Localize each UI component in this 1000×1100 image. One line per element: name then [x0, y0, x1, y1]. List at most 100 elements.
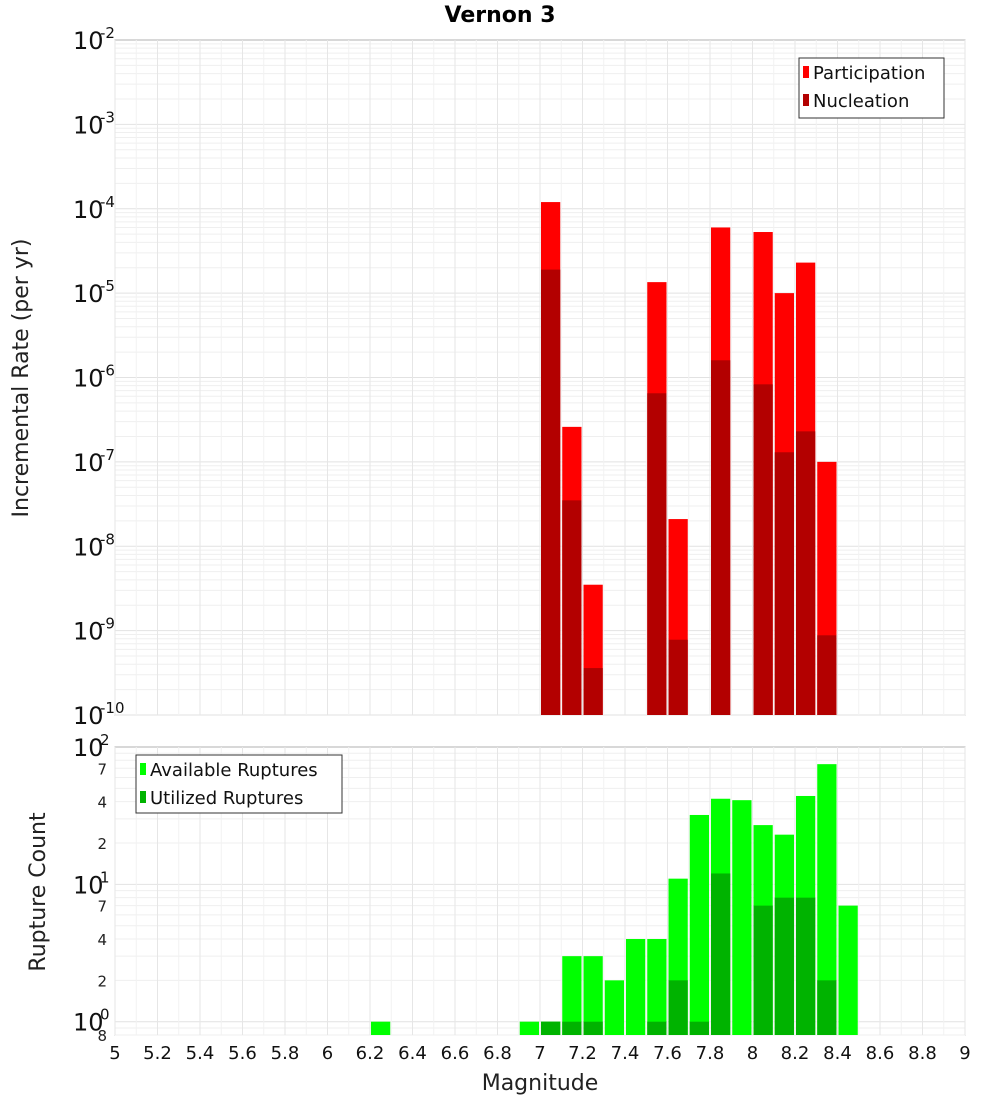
x-tick-label: 7.6: [653, 1043, 682, 1064]
legend-label-available: Available Ruptures: [150, 760, 318, 781]
utilized-ruptures-bar: [562, 1021, 582, 1035]
top-y-tick-base: 10: [73, 702, 104, 730]
x-tick-label: 9: [959, 1043, 970, 1064]
chart-title: Vernon 3: [445, 3, 556, 28]
bottom-y-minor-tick: 4: [97, 931, 107, 949]
available-ruptures-bar: [732, 800, 752, 1035]
utilized-ruptures-bar: [774, 897, 794, 1035]
bottom-y-minor-tick: 7: [97, 760, 107, 778]
nucleation-bar: [647, 393, 667, 715]
x-axis-label: Magnitude: [482, 1071, 599, 1096]
available-ruptures-bar: [583, 956, 603, 1035]
nucleation-bar: [817, 635, 837, 715]
x-tick-label: 6.6: [441, 1043, 470, 1064]
top-plot-panel: 10-210-310-410-510-610-710-810-910-10 In…: [9, 24, 966, 730]
top-y-tick-base: 10: [73, 365, 104, 393]
bottom-y-minor-tick: 2: [97, 972, 107, 990]
available-ruptures-bar: [626, 939, 646, 1035]
x-tick-label: 6.2: [356, 1043, 385, 1064]
nucleation-bar: [562, 500, 582, 715]
nucleation-bar: [796, 431, 816, 715]
x-tick-label: 8.8: [908, 1043, 937, 1064]
top-y-tick-exponent: -7: [100, 446, 115, 464]
x-tick-label: 5.6: [228, 1043, 257, 1064]
x-tick-label: 6.8: [483, 1043, 512, 1064]
utilized-ruptures-bar: [541, 1021, 561, 1035]
top-y-tick-exponent: -2: [100, 24, 115, 42]
utilized-ruptures-bar: [817, 980, 837, 1035]
available-ruptures-bar: [519, 1021, 539, 1035]
top-y-tick-labels: 10-210-310-410-510-610-710-810-910-10: [73, 24, 125, 730]
bottom-y-minor-tick: 8: [97, 1027, 107, 1045]
top-gridlines: [114, 40, 966, 716]
utilized-ruptures-bar: [753, 905, 773, 1035]
x-tick-label: 8.4: [823, 1043, 852, 1064]
nucleation-bar: [753, 384, 773, 715]
bottom-y-minor-tick: 7: [97, 898, 107, 916]
available-ruptures-bar: [838, 905, 858, 1035]
utilized-ruptures-bar: [668, 980, 688, 1035]
x-tick-label: 7.8: [696, 1043, 725, 1064]
legend-swatch-available: [140, 763, 146, 775]
utilized-ruptures-bar: [796, 897, 816, 1035]
top-y-tick-base: 10: [73, 280, 104, 308]
nucleation-bar: [774, 452, 794, 715]
bottom-y-tick-base: 10: [73, 1009, 104, 1037]
top-y-tick-exponent: -6: [100, 362, 115, 380]
nucleation-bar: [668, 639, 688, 715]
top-y-axis-label: Incremental Rate (per yr): [9, 239, 34, 518]
x-tick-label: 6.4: [398, 1043, 427, 1064]
x-tick-label: 5.4: [186, 1043, 215, 1064]
top-y-tick-base: 10: [73, 111, 104, 139]
available-ruptures-bar: [604, 980, 624, 1035]
legend-swatch-utilized: [140, 791, 146, 803]
legend-swatch-nucleation: [803, 94, 809, 106]
bottom-bars: [371, 764, 858, 1035]
top-y-tick-exponent: -10: [100, 699, 125, 717]
legend-label-utilized: Utilized Ruptures: [150, 788, 303, 809]
x-tick-labels: 5 5.2 5.4 5.6 5.8 6 6.2 6.4 6.6 6.8 7 7.2 7.4 7.6 7.8 8…: [109, 1043, 970, 1064]
available-ruptures-bar: [817, 764, 837, 1035]
bottom-y-tick-exponent: 2: [100, 731, 110, 749]
top-y-tick-base: 10: [73, 533, 104, 561]
bottom-legend: Available Ruptures Utilized Ruptures: [135, 754, 343, 814]
top-y-tick-base: 10: [73, 449, 104, 477]
x-tick-label: 7.2: [568, 1043, 597, 1064]
bottom-y-minor-tick: 4: [97, 794, 107, 812]
top-y-tick-exponent: -3: [100, 108, 115, 126]
bottom-y-tick-base: 10: [73, 734, 104, 762]
top-bars: [541, 202, 837, 715]
x-tick-label: 7.4: [611, 1043, 640, 1064]
x-tick-label: 8.2: [781, 1043, 810, 1064]
top-y-tick-exponent: -4: [100, 193, 115, 211]
legend-label-nucleation: Nucleation: [813, 91, 909, 112]
top-y-tick-exponent: -5: [100, 277, 115, 295]
utilized-ruptures-bar: [583, 1021, 603, 1035]
x-tick-label: 5.8: [271, 1043, 300, 1064]
bottom-y-minor-tick: 2: [97, 835, 107, 853]
x-tick-label: 8: [747, 1043, 758, 1064]
top-y-tick-base: 10: [73, 27, 104, 55]
top-y-tick-exponent: -9: [100, 615, 115, 633]
top-y-tick-exponent: -8: [100, 530, 115, 548]
x-tick-label: 5: [109, 1043, 120, 1064]
legend-swatch-participation: [803, 66, 809, 78]
nucleation-bar: [583, 668, 603, 715]
bottom-y-axis-label: Rupture Count: [26, 812, 51, 972]
x-tick-label: 7: [534, 1043, 545, 1064]
available-ruptures-bar: [562, 956, 582, 1035]
available-ruptures-bar: [371, 1021, 391, 1035]
x-tick-label: 6: [322, 1043, 333, 1064]
top-legend: Participation Nucleation: [798, 57, 945, 119]
top-y-tick-base: 10: [73, 618, 104, 646]
utilized-ruptures-bar: [689, 1021, 709, 1035]
bottom-y-tick-base: 10: [73, 871, 104, 899]
bottom-y-tick-exponent: 0: [100, 1006, 110, 1024]
x-tick-label: 8.6: [866, 1043, 895, 1064]
bottom-y-tick-exponent: 1: [100, 868, 110, 886]
nucleation-bar: [541, 269, 561, 715]
utilized-ruptures-bar: [647, 1021, 667, 1035]
